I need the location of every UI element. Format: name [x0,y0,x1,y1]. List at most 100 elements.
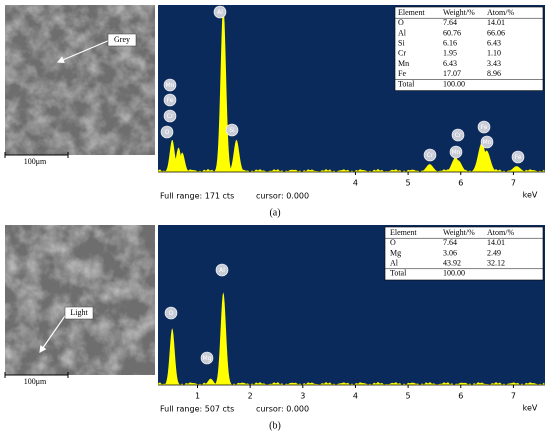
peak-label-bg [225,123,239,137]
table-cell: Al [398,28,407,37]
peak-label-bg [511,150,525,164]
table-cell: 14.01 [487,238,505,247]
peak [415,164,444,172]
peak [466,142,497,172]
table-header: Atom/% [487,228,514,237]
x-tick-label: 3 [300,392,305,401]
peak-label-bg [164,306,178,320]
annotation: Grey [114,35,130,44]
x-tick-label: 2 [248,392,253,401]
table-header: Atom/% [487,8,514,17]
table-cell: 1.95 [443,49,457,58]
annotation: Light [70,308,88,317]
table-cell: Al [390,259,399,268]
table-cell: 2.49 [487,248,501,257]
peak [212,292,235,385]
table-cell: Cr [398,49,406,58]
peak-label-bg [200,351,214,365]
x-tick-label: 6 [458,392,463,401]
table-cell: Total [398,79,415,88]
caption: (a) [269,207,280,218]
footer-range: Full range: 171 cts [160,192,234,201]
peak-label-bg [163,93,177,107]
sem-image [5,5,155,155]
peak-label-bg [163,78,177,92]
table-cell: 1.10 [487,49,501,58]
footer-range: Full range: 507 cts [160,405,234,414]
annotation-arrow [56,39,111,63]
peak-label-bg [163,109,177,123]
table-cell: Total [390,269,407,278]
peak-label-bg [451,128,465,142]
peak-label-bg [449,145,463,159]
x-unit: keV [523,191,538,200]
annotation-box [64,306,94,320]
peak-label: Mn [166,82,175,89]
caption: (b) [269,420,281,431]
peak-label: O [169,310,174,317]
peak-label: Fe [515,154,522,161]
peak [168,147,189,172]
table-cell: 7.64 [443,238,457,247]
peak-label: O [165,129,170,136]
table-cell: 7.64 [443,18,457,27]
table-cell: 6.43 [487,39,501,48]
x-tick-label: 7 [511,179,516,188]
peak-label-bg [423,148,437,162]
sem-image [5,225,155,375]
peak-label: Mn [452,149,461,156]
annotation-box [107,33,137,47]
peak [200,378,222,385]
peak-label-bg [160,125,174,139]
table-header: Weight/% [443,228,475,237]
peak [162,139,183,172]
table-cell: O [390,238,396,247]
table-cell: 6.16 [443,39,457,48]
peak-label: Mg [203,355,212,362]
peak [471,150,502,172]
peak-label: Si [229,127,235,134]
peak-label-bg [480,135,494,149]
peak-label: Cr [167,113,174,120]
peak-label: Fe [481,124,488,131]
scale-label: 100μm [24,377,47,386]
x-tick-label: 1 [195,392,200,401]
peak [501,166,532,172]
table-cell: Mn [398,59,409,68]
peak-label: Al [217,9,223,16]
x-tick-label: 6 [458,179,463,188]
table-box [384,226,544,281]
x-tick-label: 7 [511,392,516,401]
table-header: Element [390,228,417,237]
table-header: Element [398,8,425,17]
table-cell: 14.01 [487,18,505,27]
x-tick-label: 5 [406,392,411,401]
annotation-arrow [39,312,68,353]
table-cell: 3.43 [487,59,501,68]
table-cell: 6.43 [443,59,457,68]
table-cell: 32.12 [487,259,505,268]
table-cell: 100.00 [443,269,465,278]
peak-label: Cr [455,132,462,139]
table-cell: 43.92 [443,259,461,268]
peak-label: Al [219,267,225,274]
x-unit: keV [523,404,538,413]
peak [162,328,183,385]
table-cell: Mg [390,248,401,257]
peak-label: Fe [167,97,174,104]
peak-label-bg [477,120,491,134]
table-cell: 8.96 [487,69,501,78]
table-cell: 100.00 [443,79,465,88]
table-cell: 66.06 [487,28,505,37]
peak [172,152,193,172]
peak [212,5,235,172]
footer-cursor: cursor: 0.000 [256,405,309,414]
x-tick-label: 4 [353,392,358,401]
table-cell: Fe [398,69,406,78]
x-tick-label: 4 [353,179,358,188]
table-cell: 3.06 [443,248,457,257]
table-cell: O [398,18,404,27]
table-header: Weight/% [443,8,475,17]
peak [443,160,473,172]
